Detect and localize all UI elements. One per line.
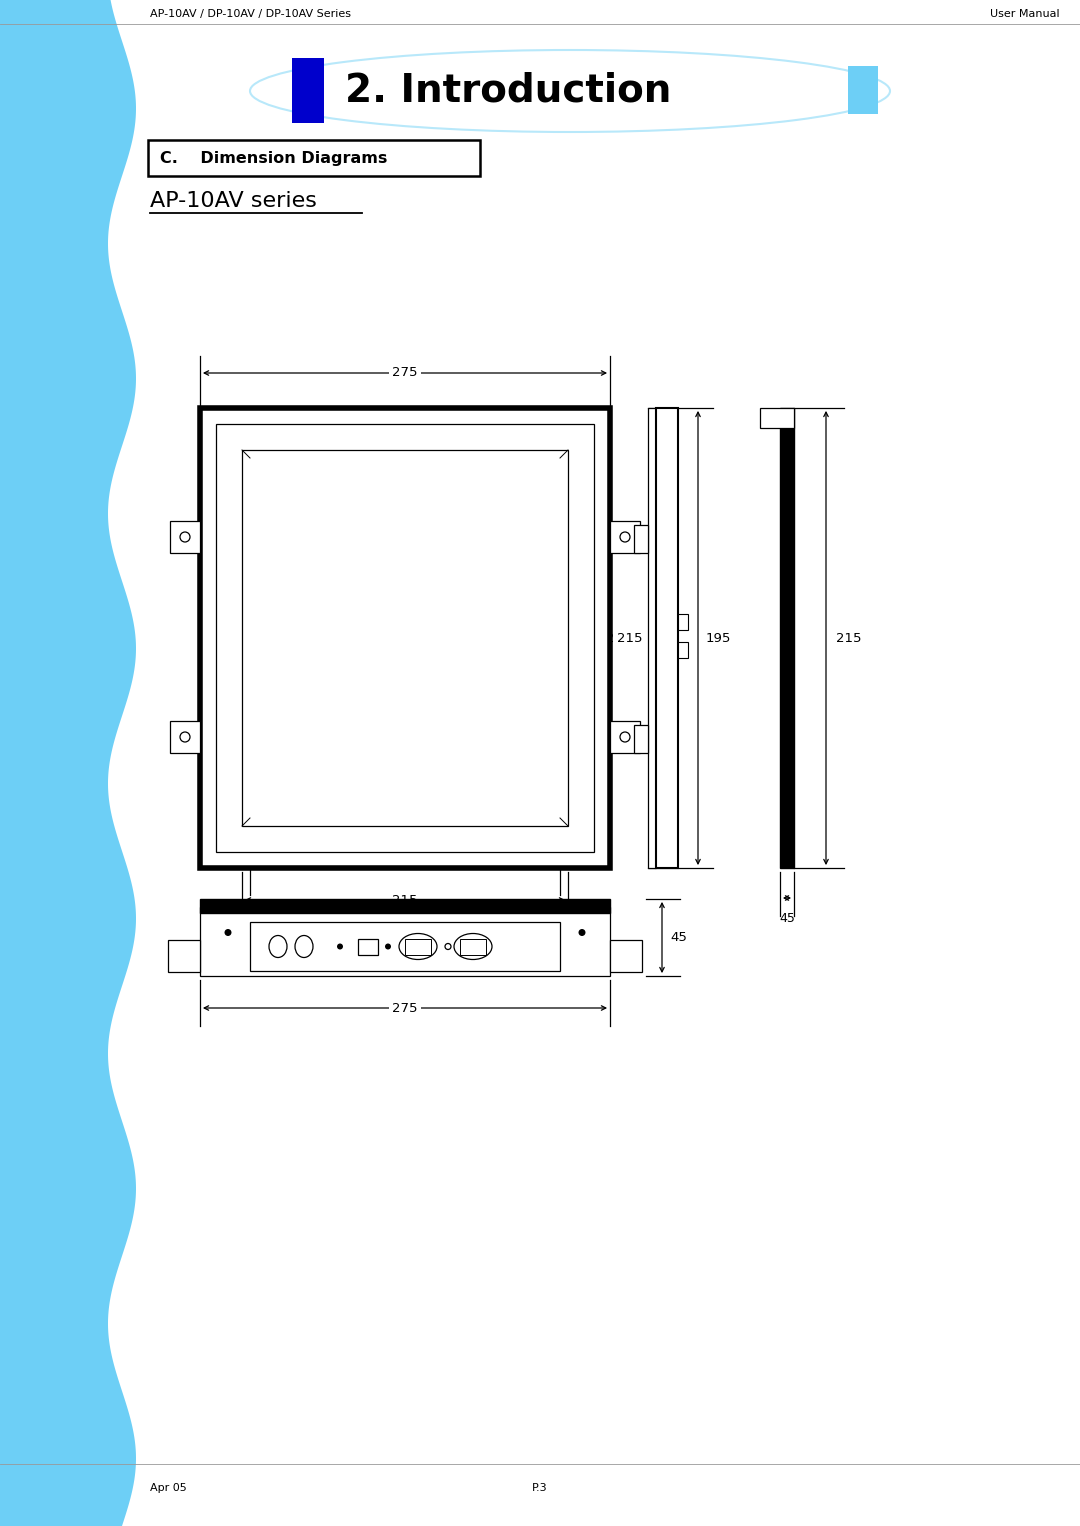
Text: P.3: P.3 xyxy=(532,1483,548,1492)
Bar xyxy=(168,940,200,972)
Bar xyxy=(848,66,878,114)
Bar xyxy=(357,938,378,954)
Text: Apr 05: Apr 05 xyxy=(150,1483,187,1492)
Text: 2. Introduction: 2. Introduction xyxy=(345,72,672,110)
Bar xyxy=(634,725,648,752)
Bar xyxy=(460,938,486,954)
Text: 275: 275 xyxy=(392,1001,418,1015)
Bar xyxy=(170,520,200,552)
Bar xyxy=(292,58,324,124)
Circle shape xyxy=(579,929,585,935)
Bar xyxy=(200,906,610,977)
Text: 215: 215 xyxy=(392,894,418,906)
Circle shape xyxy=(225,929,231,935)
Text: 215: 215 xyxy=(618,632,643,644)
Bar xyxy=(610,720,640,752)
Bar xyxy=(200,407,610,868)
Circle shape xyxy=(384,943,391,949)
Text: User Manual: User Manual xyxy=(990,9,1059,18)
Bar xyxy=(170,720,200,752)
Text: 275: 275 xyxy=(392,366,418,380)
Bar xyxy=(760,407,794,427)
Bar xyxy=(678,642,688,658)
Text: AP-10AV series: AP-10AV series xyxy=(150,191,316,211)
Bar xyxy=(610,940,642,972)
Circle shape xyxy=(783,794,791,803)
Text: 255: 255 xyxy=(392,858,418,870)
Bar xyxy=(678,613,688,630)
Bar xyxy=(405,938,431,954)
Text: 45: 45 xyxy=(779,913,795,925)
Text: 215: 215 xyxy=(836,632,862,644)
Bar xyxy=(656,407,678,868)
Bar xyxy=(634,525,648,552)
Bar xyxy=(200,899,610,913)
Bar xyxy=(780,407,794,868)
Text: 45: 45 xyxy=(670,931,687,945)
Bar xyxy=(216,424,594,852)
Text: 162: 162 xyxy=(590,632,616,644)
Text: 195: 195 xyxy=(706,632,731,644)
Circle shape xyxy=(337,943,343,949)
Bar xyxy=(610,520,640,552)
Bar xyxy=(249,922,561,971)
Circle shape xyxy=(783,475,791,482)
Bar xyxy=(648,407,656,868)
Bar xyxy=(148,140,480,175)
Polygon shape xyxy=(0,0,136,1526)
Text: AP-10AV / DP-10AV / DP-10AV Series: AP-10AV / DP-10AV / DP-10AV Series xyxy=(150,9,351,18)
Text: C.    Dimension Diagrams: C. Dimension Diagrams xyxy=(160,151,388,165)
Bar xyxy=(242,450,568,826)
